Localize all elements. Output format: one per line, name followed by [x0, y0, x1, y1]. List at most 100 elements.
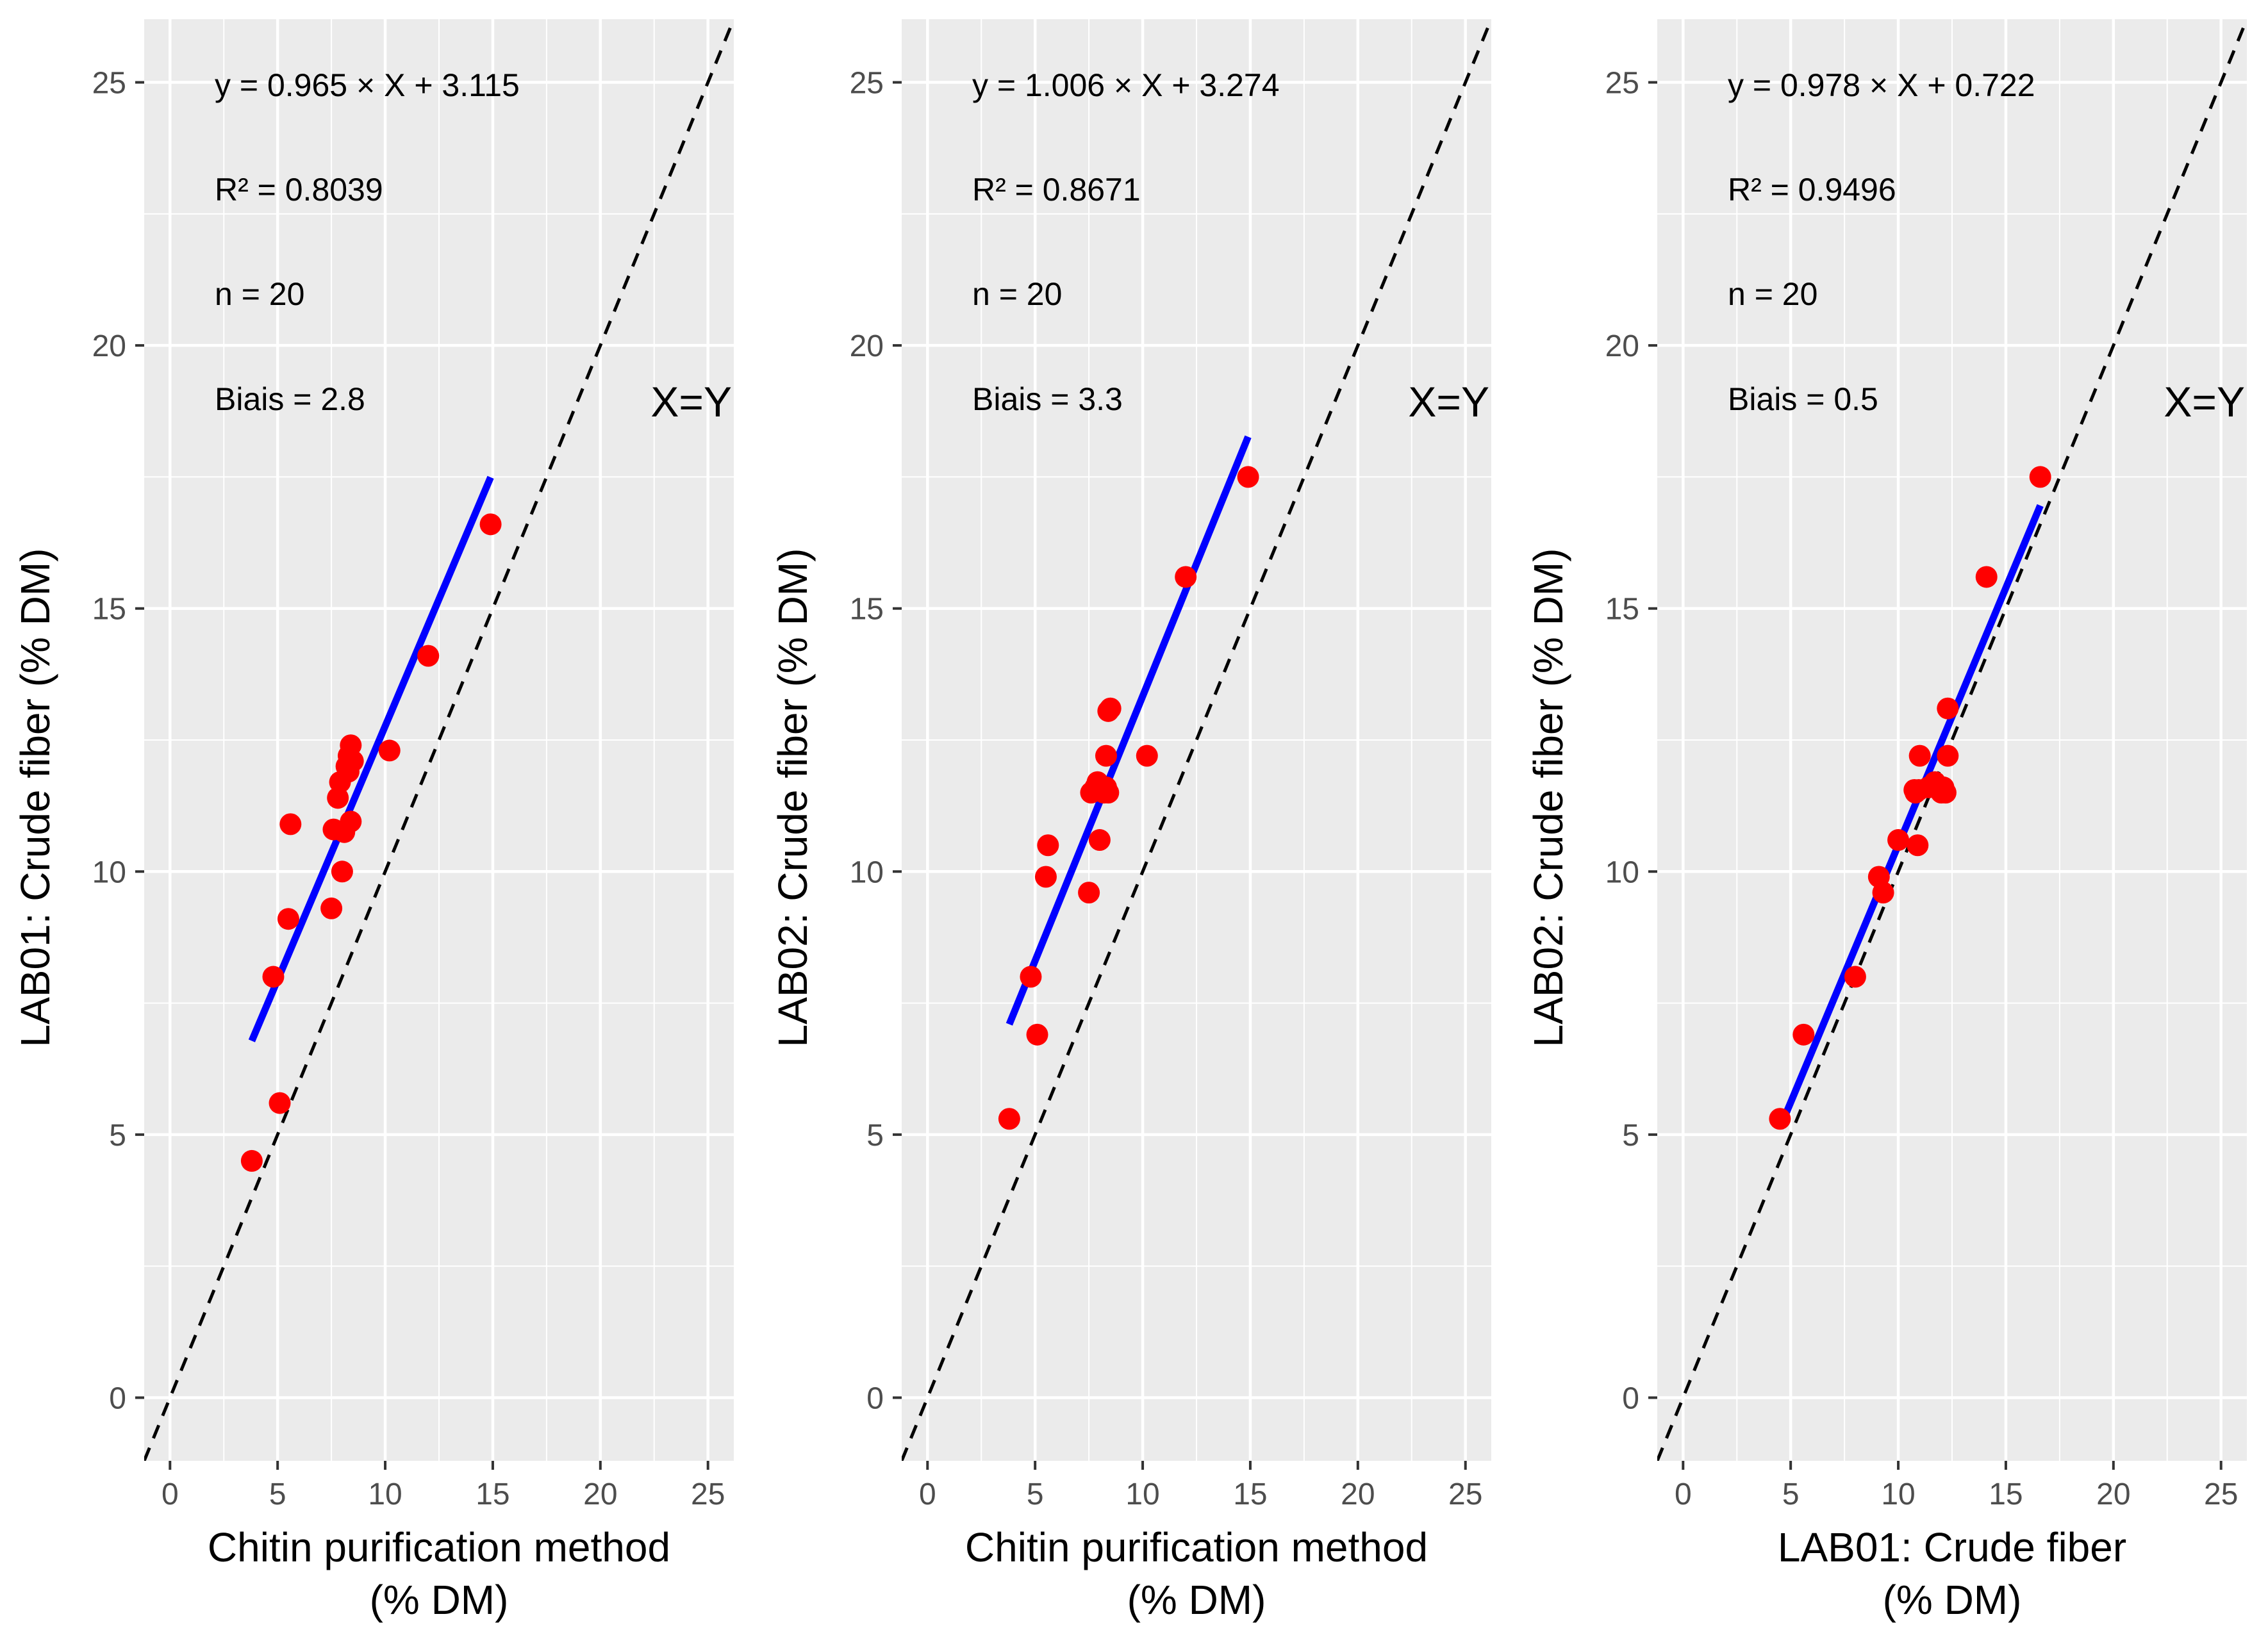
x-tick-label: 0: [1675, 1477, 1692, 1511]
x-tick-label: 0: [919, 1477, 936, 1511]
y-tick-label: 20: [1605, 329, 1639, 363]
y-axis-title: LAB02: Crude fiber (% DM): [1525, 548, 1571, 1048]
regression-line: [1006, 435, 1252, 1026]
x-tick-label: 10: [368, 1477, 402, 1511]
data-point: [240, 1149, 263, 1172]
identity-line: [144, 19, 734, 1461]
identity-line-label: X=Y: [1408, 378, 1489, 425]
panel-3: y = 0.978 × X + 0.722 R² = 0.9496 n = 20 Bi…: [1525, 19, 2247, 1623]
data-point: [1844, 966, 1866, 988]
identity-line: [1657, 19, 2247, 1461]
data-point: [1034, 866, 1057, 888]
data-point: [1020, 966, 1042, 988]
x-tick-label: 10: [1881, 1477, 1915, 1511]
x-tick-label: 25: [691, 1477, 725, 1511]
grid-lines: [1657, 19, 2247, 1461]
y-tick-label: 10: [850, 855, 884, 889]
regression-line: [1776, 504, 2044, 1130]
x-tick-label: 25: [1448, 1477, 1482, 1511]
x-axis-title-unit: (% DM): [370, 1577, 509, 1623]
y-tick-label: 0: [866, 1381, 884, 1415]
data-point: [262, 966, 285, 988]
data-point: [331, 860, 353, 883]
x-tick-label: 20: [583, 1477, 617, 1511]
data-point: [269, 1092, 291, 1114]
data-point: [1095, 776, 1117, 798]
r-squared-label: R² = 0.8039: [215, 172, 383, 208]
data-point: [1937, 697, 1959, 720]
y-tick-label: 25: [92, 67, 126, 101]
x-tick-label: 20: [2096, 1477, 2130, 1511]
x-tick-label: 25: [2204, 1477, 2238, 1511]
panel-2: y = 1.006 × X + 3.274 R² = 0.8671 n = 20 Bi…: [770, 19, 1491, 1623]
y-tick-label: 10: [1605, 855, 1639, 889]
y-axis-title: LAB02: Crude fiber (% DM): [770, 548, 816, 1048]
x-tick-label: 15: [1989, 1477, 2023, 1511]
data-point: [1026, 1023, 1048, 1046]
bias-label: Biais = 0.5: [1728, 381, 1878, 417]
bias-label: Biais = 3.3: [972, 381, 1123, 417]
data-point: [279, 813, 302, 835]
x-axis-title: Chitin purification method: [208, 1524, 670, 1570]
data-points: [1769, 466, 2051, 1130]
r-squared-label: R² = 0.8671: [972, 172, 1141, 208]
y-tick-label: 15: [850, 593, 884, 627]
y-tick-label: 25: [1605, 67, 1639, 101]
data-point: [998, 1108, 1020, 1130]
data-point: [1136, 744, 1158, 767]
data-point: [1095, 744, 1117, 767]
y-tick-label: 0: [1622, 1381, 1639, 1415]
x-axis-title: Chitin purification method: [965, 1524, 1428, 1570]
y-tick-label: 25: [850, 67, 884, 101]
x-tick-label: 20: [1341, 1477, 1375, 1511]
regression-equation: y = 0.965 × X + 3.115: [215, 67, 520, 103]
data-point: [378, 739, 401, 762]
y-tick-label: 10: [92, 855, 126, 889]
x-tick-label: 10: [1125, 1477, 1159, 1511]
data-point: [1088, 829, 1111, 851]
sample-size-label: n = 20: [972, 276, 1062, 312]
x-tick-label: 5: [269, 1477, 286, 1511]
regression-line: [248, 475, 494, 1042]
y-tick-label: 20: [850, 329, 884, 363]
data-point: [1769, 1108, 1791, 1130]
x-tick-label: 15: [476, 1477, 509, 1511]
grid-lines: [902, 19, 1491, 1461]
identity-line-label: X=Y: [2164, 378, 2245, 425]
y-axis-title: LAB01: Crude fiber (% DM): [12, 548, 58, 1048]
identity-line-label: X=Y: [650, 378, 732, 425]
bias-label: Biais = 2.8: [215, 381, 365, 417]
x-tick-label: 5: [1782, 1477, 1800, 1511]
data-point: [1887, 829, 1910, 851]
data-point: [320, 897, 343, 919]
data-point: [1037, 834, 1059, 857]
y-tick-label: 20: [92, 329, 126, 363]
data-point: [1907, 834, 1929, 857]
y-tick-label: 5: [109, 1119, 126, 1153]
x-tick-label: 15: [1233, 1477, 1267, 1511]
data-point: [1937, 744, 1959, 767]
data-point: [1975, 566, 1998, 588]
y-tick-label: 15: [92, 593, 126, 627]
grid-lines: [144, 19, 734, 1461]
data-point: [340, 810, 362, 833]
data-points: [998, 466, 1259, 1130]
data-point: [1097, 700, 1120, 722]
data-point: [277, 908, 299, 930]
y-tick-label: 15: [1605, 593, 1639, 627]
data-point: [1237, 466, 1259, 488]
data-point: [1907, 779, 1930, 802]
data-point: [1175, 566, 1197, 588]
y-tick-label: 5: [866, 1119, 884, 1153]
panel-1: y = 0.965 × X + 3.115 R² = 0.8039 n = 20 Bi…: [12, 19, 734, 1623]
regression-equation: y = 0.978 × X + 0.722: [1728, 67, 2035, 103]
x-axis-title-unit: (% DM): [1883, 1577, 2022, 1623]
x-axis-title-unit: (% DM): [1127, 1577, 1266, 1623]
data-point: [479, 513, 502, 536]
identity-line: [902, 19, 1491, 1461]
x-axis-title: LAB01: Crude fiber: [1778, 1524, 2126, 1570]
data-point: [337, 761, 360, 783]
y-tick-label: 5: [1622, 1119, 1639, 1153]
data-points: [240, 513, 502, 1172]
